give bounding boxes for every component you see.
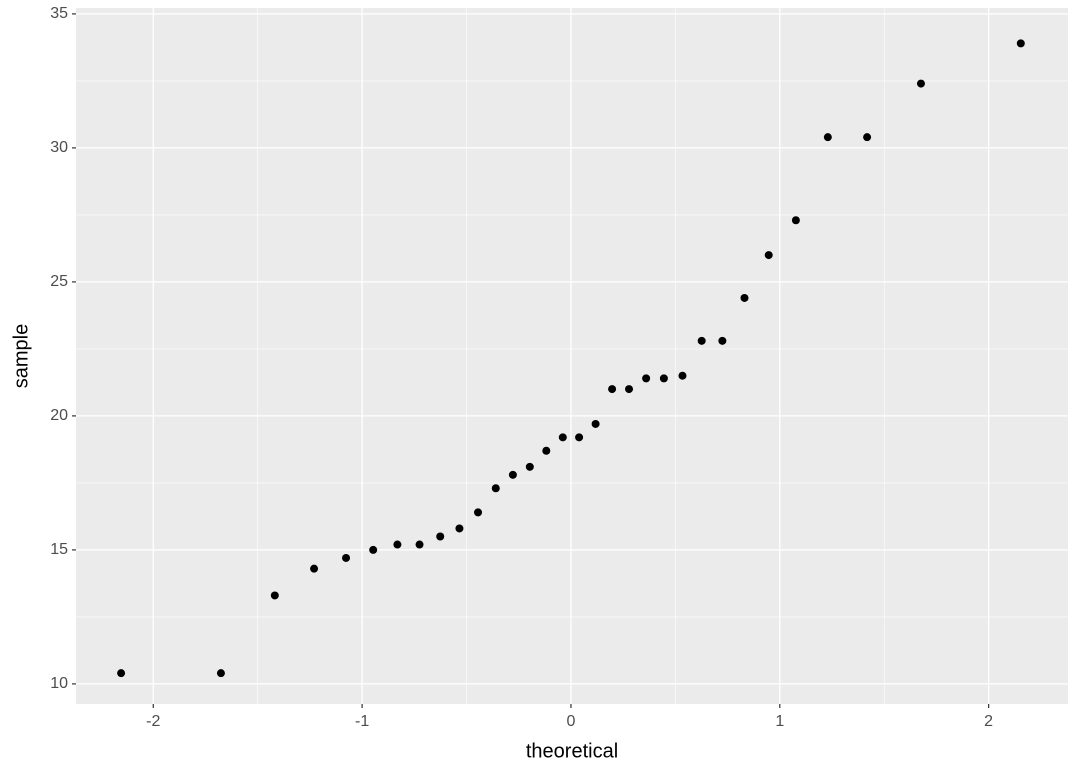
point	[310, 564, 319, 573]
y-tick-label: 10	[50, 675, 68, 692]
point	[558, 433, 567, 442]
point	[591, 419, 600, 428]
point	[697, 336, 706, 345]
point	[542, 446, 551, 455]
point	[764, 251, 773, 260]
point	[508, 470, 517, 479]
point	[436, 532, 445, 541]
y-tick-label: 20	[50, 407, 68, 424]
y-tick-label: 15	[50, 541, 68, 558]
point	[863, 133, 872, 142]
point	[474, 508, 483, 517]
plot-panel	[76, 8, 1068, 704]
x-tick-label: 1	[775, 713, 784, 730]
point	[1016, 39, 1025, 48]
y-axis-title: sample	[10, 324, 32, 388]
y-tick-label: 30	[50, 139, 68, 156]
point	[342, 553, 351, 562]
point	[659, 374, 668, 383]
point	[575, 433, 584, 442]
point	[369, 545, 378, 554]
point	[678, 371, 687, 380]
point	[791, 216, 800, 225]
point	[740, 293, 749, 302]
y-tick-label: 35	[50, 5, 68, 22]
point	[625, 385, 634, 394]
point	[415, 540, 424, 549]
x-tick-label: -1	[355, 713, 369, 730]
point	[393, 540, 402, 549]
x-axis-title: theoretical	[526, 740, 618, 762]
point	[270, 591, 279, 600]
x-tick-label: -2	[146, 713, 160, 730]
point	[525, 462, 534, 471]
point	[718, 336, 727, 345]
point	[823, 133, 832, 142]
point	[608, 385, 617, 394]
point	[455, 524, 464, 533]
point	[916, 79, 925, 88]
point	[642, 374, 651, 383]
point	[117, 669, 126, 678]
point	[491, 484, 500, 493]
point	[216, 669, 225, 678]
y-tick-label: 25	[50, 273, 68, 290]
x-tick-label: 0	[567, 713, 576, 730]
x-tick-label: 2	[984, 713, 993, 730]
